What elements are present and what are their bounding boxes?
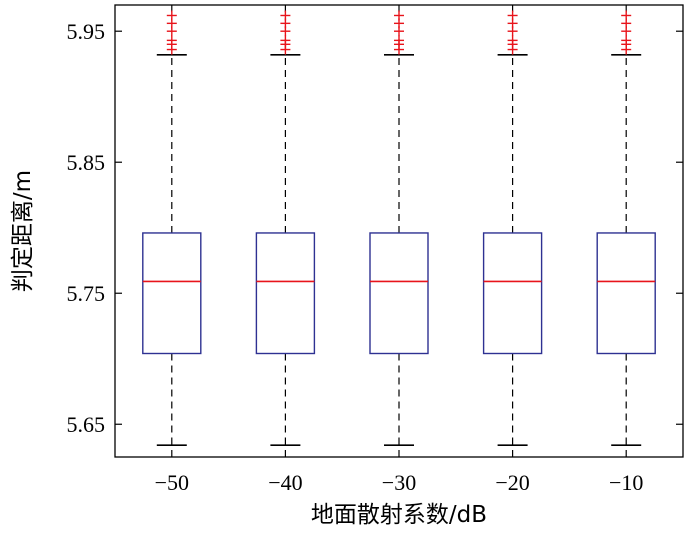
iqr-box [482,232,543,355]
iqr-box [596,232,656,355]
box-series [142,10,656,447]
x-tick-label: −50 [155,470,189,495]
box-2 [369,10,429,447]
y-axis: 5.65 5.75 5.85 5.95 [67,19,683,437]
y-tick-label: 5.65 [67,412,106,437]
box-4 [596,10,656,447]
box-3 [482,10,543,447]
x-axis-label: 地面散射系数/dB [311,502,487,528]
y-axis-label: 判定距离/m [10,170,36,292]
x-axis: −50 −40 −30 −20 −10 [155,5,643,495]
y-tick-label: 5.85 [67,150,106,175]
x-tick-label: −40 [268,470,302,495]
iqr-box [369,232,429,355]
box-1 [255,10,316,447]
box-0 [142,10,202,447]
y-tick-label: 5.75 [67,281,106,306]
y-tick-label: 5.95 [67,19,106,44]
x-tick-label: −20 [495,470,529,495]
x-tick-label: −10 [609,470,643,495]
iqr-box [255,232,316,355]
iqr-box [142,232,202,355]
x-tick-label: −30 [382,470,416,495]
